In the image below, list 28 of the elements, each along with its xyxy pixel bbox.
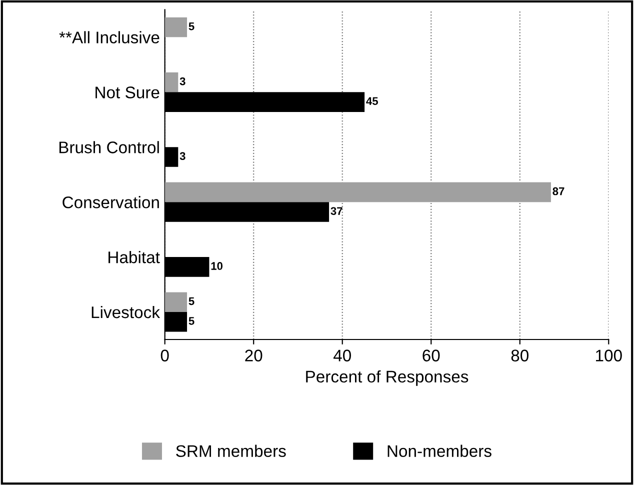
bar — [164, 182, 551, 202]
data-label: 5 — [188, 22, 194, 30]
data-label: 5 — [188, 317, 194, 325]
y-tick-label: Brush Control — [59, 141, 159, 154]
y-tick-label: Conservation — [62, 196, 159, 208]
y-tick-label: Not Sure — [96, 86, 160, 98]
data-label: 37 — [330, 207, 342, 215]
x-tick-label: 80 — [511, 350, 528, 362]
data-label: 3 — [180, 77, 186, 86]
bar — [164, 292, 188, 312]
y-tick-label: Livestock — [92, 306, 160, 318]
data-label: 5 — [188, 297, 194, 306]
x-tick-label: 20 — [245, 350, 262, 362]
x-tick-label: 60 — [422, 350, 440, 362]
legend-label: SRM members — [176, 444, 286, 458]
x-tick-label: 0 — [160, 350, 169, 362]
x-axis-title: Percent of Responses — [306, 370, 468, 386]
y-tick-label: Habitat — [108, 251, 160, 264]
data-label: 45 — [366, 97, 378, 106]
data-label: 10 — [211, 262, 223, 270]
data-label: 87 — [552, 187, 564, 196]
legend-label: Non-members — [388, 444, 492, 458]
data-label: 3 — [180, 152, 186, 160]
x-tick-label: 100 — [596, 350, 622, 362]
x-tick-label: 40 — [333, 350, 351, 362]
y-tick-label: **All Inclusive — [59, 31, 160, 44]
bar — [164, 17, 188, 38]
bar — [164, 72, 178, 92]
